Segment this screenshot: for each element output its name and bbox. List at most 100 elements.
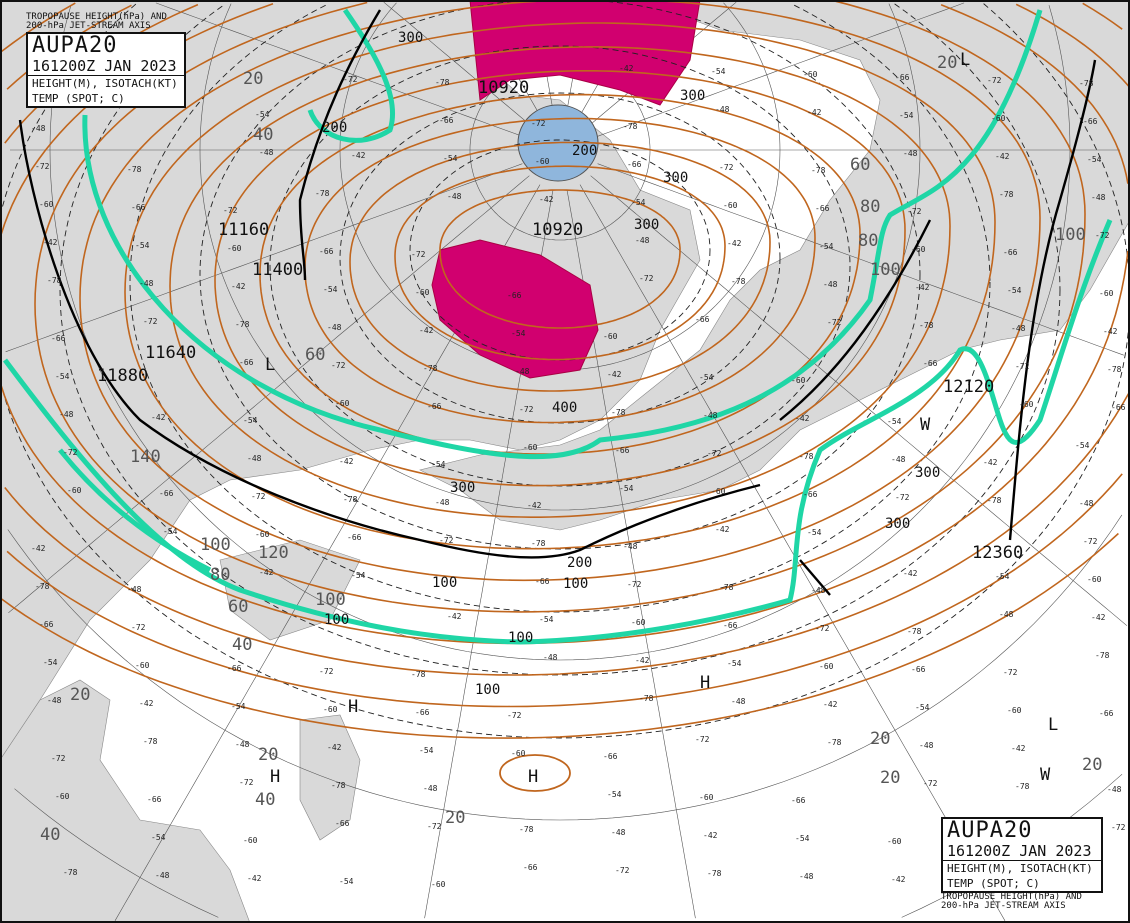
spot-temperature: -48 — [515, 367, 530, 376]
height-label: 11880 — [97, 366, 148, 386]
spot-temperature: -60 — [323, 705, 338, 714]
spot-temperature: -60 — [431, 880, 446, 889]
spot-temperature: -66 — [439, 116, 454, 125]
spot-temperature: -54 — [727, 659, 742, 668]
height-contour — [6, 473, 1123, 708]
isotach-label: 20 — [258, 745, 278, 765]
jet-stream-axis — [18, 9, 1097, 596]
spot-temperature: -72 — [507, 711, 522, 720]
spot-temperature: -72 — [63, 448, 78, 457]
spot-temperature: -48 — [623, 542, 638, 551]
legend-line1: HEIGHT(M), ISOTACH(KT) — [32, 77, 178, 90]
spot-temperature: -48 — [811, 586, 826, 595]
latitude-circle — [7, 514, 1123, 821]
spot-temperature: -60 — [255, 530, 270, 539]
spot-temperature: -48 — [59, 410, 74, 419]
caption-bottom: TROPOPAUSE HEIGHT(hPa) AND 200-hPa JET-S… — [941, 893, 1082, 911]
spot-temperature: -72 — [427, 822, 442, 831]
spot-temperature: -48 — [731, 697, 746, 706]
spot-temperature: -78 — [987, 496, 1002, 505]
height-contour — [1082, 2, 1123, 30]
spot-temperature: -48 — [611, 828, 626, 837]
spot-temperature: -72 — [131, 623, 146, 632]
spot-temperature: -78 — [411, 670, 426, 679]
spot-temperature: -54 — [631, 198, 646, 207]
spot-temperature: -48 — [891, 455, 906, 464]
height-contour — [1, 532, 1119, 739]
tropopause-label: 100 — [324, 612, 349, 628]
spot-temperature: -48 — [999, 610, 1014, 619]
spot-temperature: -78 — [63, 868, 78, 877]
isotherm — [409, 139, 711, 361]
spot-temperature: -78 — [907, 627, 922, 636]
spot-temperature: -54 — [351, 571, 366, 580]
meridian — [579, 184, 1006, 921]
meridian — [8, 175, 530, 614]
spot-temperature: -78 — [799, 452, 814, 461]
spot-temperature: -60 — [535, 157, 550, 166]
spot-temperature: -60 — [791, 376, 806, 385]
spot-temperature: -42 — [795, 414, 810, 423]
height-contour — [394, 165, 726, 361]
valid-time: 161200Z JAN 2023 — [28, 58, 184, 76]
spot-temperature: -54 — [819, 242, 834, 251]
jet-axis — [18, 119, 761, 559]
spot-temperature: -54 — [807, 528, 822, 537]
jet-axis — [779, 219, 932, 421]
height-label: 11640 — [145, 343, 196, 363]
spot-temperature: -42 — [703, 831, 718, 840]
spot-temperature: -42 — [539, 195, 554, 204]
spot-temperature: -72 — [1111, 823, 1126, 832]
spot-temperature: -42 — [1103, 327, 1118, 336]
spot-temperature: -78 — [611, 408, 626, 417]
spot-temperature: -66 — [911, 665, 926, 674]
spot-temperature: -42 — [327, 743, 342, 752]
spot-temperature: -60 — [991, 114, 1006, 123]
spot-temperature: -48 — [1091, 193, 1106, 202]
spot-temperature: -78 — [331, 781, 346, 790]
spot-temperature: -78 — [423, 364, 438, 373]
spot-temperature: -78 — [531, 539, 546, 548]
spot-temperature: -72 — [251, 492, 266, 501]
height-contour — [214, 70, 906, 487]
meridian — [597, 163, 1124, 356]
spot-temperature: -66 — [1083, 117, 1098, 126]
height-contour — [4, 393, 1130, 676]
spot-temperature: -54 — [243, 416, 258, 425]
spot-temperature: -42 — [339, 457, 354, 466]
spot-temperature: -42 — [259, 568, 274, 577]
spot-temperature: -72 — [815, 624, 830, 633]
spot-temperature: -42 — [1011, 744, 1026, 753]
spot-temperature: -60 — [415, 288, 430, 297]
spot-temperature: -66 — [615, 446, 630, 455]
spot-temperature: -66 — [319, 247, 334, 256]
spot-temperature: -48 — [635, 236, 650, 245]
tropopause-label: 300 — [663, 170, 688, 186]
tropopause-label: 200 — [322, 120, 347, 136]
spot-temperature: -54 — [43, 658, 58, 667]
high-tropopause-area — [431, 239, 599, 379]
spot-temperature: -66 — [415, 708, 430, 717]
height-contour — [1, 2, 76, 53]
spot-temperature: -42 — [823, 700, 838, 709]
tropopause-label: 200 — [572, 143, 597, 159]
spot-temperature: -66 — [131, 203, 146, 212]
isotach-label: 20 — [243, 69, 263, 89]
spot-temperature: -72 — [239, 778, 254, 787]
spot-temperature: -42 — [891, 875, 906, 884]
spot-temperature: -78 — [919, 321, 934, 330]
caption-line2: 200-hPa JET-STREAM AXIS — [941, 901, 1066, 911]
pressure-center: W — [920, 415, 931, 435]
caption-line2: 200-hPa JET-STREAM AXIS — [26, 21, 151, 31]
tropopause-label: 100 — [475, 682, 500, 698]
spot-temperature: -48 — [259, 148, 274, 157]
spot-temperature: -48 — [435, 498, 450, 507]
spot-temperature: -54 — [151, 833, 166, 842]
isotach-label: 80 — [858, 231, 878, 251]
spot-temperature: -66 — [1099, 709, 1114, 718]
spot-temperature: -66 — [507, 291, 522, 300]
legend-line2: TEMP (SPOT; C) — [32, 92, 125, 105]
spot-temperature: -48 — [127, 585, 142, 594]
isotherm — [793, 4, 991, 283]
